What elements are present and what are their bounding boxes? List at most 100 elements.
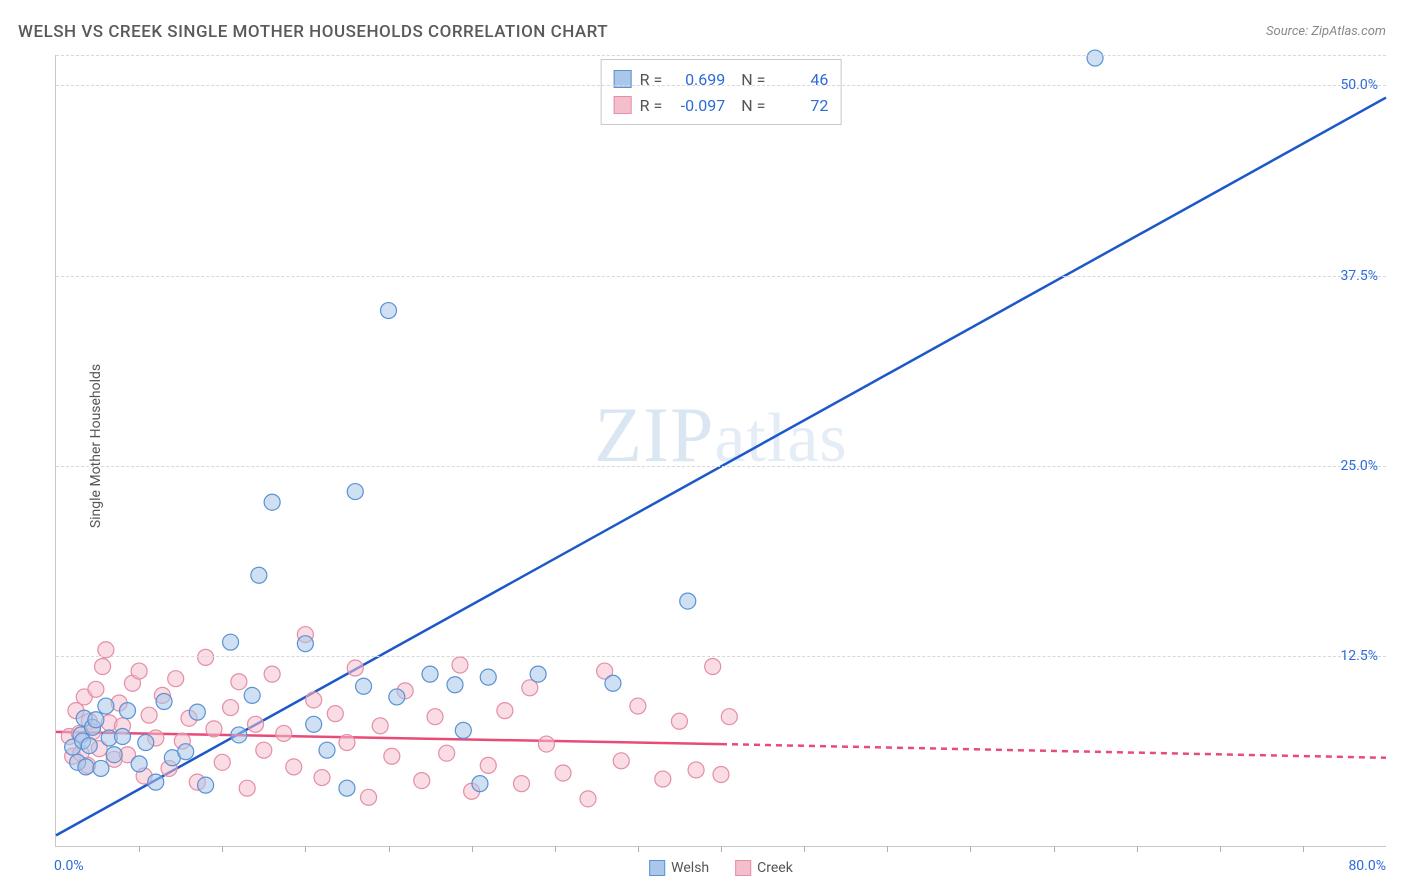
data-point [480,669,496,685]
x-minor-tick [472,846,473,852]
legend-label-welsh: Welsh [671,860,709,876]
data-point [78,759,94,775]
data-point [131,756,147,772]
data-point [138,735,154,751]
data-point [427,709,443,725]
data-point [223,700,239,716]
chart-title: WELSH VS CREEK SINGLE MOTHER HOUSEHOLDS … [18,22,608,42]
swatch-creek [614,96,632,114]
data-point [115,728,131,744]
data-point [713,767,729,783]
x-minor-tick [139,846,140,852]
data-point [286,759,302,775]
data-point [178,744,194,760]
data-point [93,760,109,776]
stats-row-welsh: R = 0.699 N = 46 [614,66,829,92]
x-minor-tick [1303,846,1304,852]
data-point [256,742,272,758]
data-point [264,666,280,682]
chart-plot-area: ZIPatlas R = 0.699 N = 46 R = -0.097 N =… [55,55,1386,847]
y-tick-label: 12.5% [1340,648,1378,664]
bottom-legend: Welsh Creek [649,860,793,876]
data-point [214,754,230,770]
data-point [306,692,322,708]
data-point [98,698,114,714]
data-point [538,736,554,752]
data-point [156,693,172,709]
stat-r-creek: -0.097 [670,96,725,115]
data-point [372,718,388,734]
x-minor-tick [305,846,306,852]
data-point [223,634,239,650]
x-minor-tick [555,846,556,852]
legend-swatch-welsh [649,860,665,876]
data-point [314,770,330,786]
data-point [339,735,355,751]
data-point [244,687,260,703]
data-point [671,713,687,729]
x-minor-tick [721,846,722,852]
data-point [347,484,363,500]
legend-label-creek: Creek [757,860,793,876]
data-point [452,657,468,673]
data-point [688,762,704,778]
data-point [106,747,122,763]
data-point [206,721,222,737]
data-point [389,689,405,705]
gridline [56,55,1386,56]
data-point [1087,50,1103,66]
x-minor-tick [1137,846,1138,852]
data-point [248,716,264,732]
x-minor-tick [887,846,888,852]
data-point [655,771,671,787]
data-point [555,765,571,781]
data-point [327,706,343,722]
x-minor-tick [638,846,639,852]
data-point [497,703,513,719]
data-point [580,791,596,807]
data-point [131,663,147,679]
data-point [455,722,471,738]
data-point [347,660,363,676]
x-minor-tick [804,846,805,852]
x-tick-80: 80.0% [1348,858,1386,874]
data-point [88,681,104,697]
stat-n-creek: 72 [773,96,828,115]
data-point [231,674,247,690]
data-point [339,780,355,796]
data-point [356,678,372,694]
legend-item-welsh: Welsh [649,860,709,876]
y-tick-label: 37.5% [1340,268,1378,284]
legend-swatch-creek [735,860,751,876]
data-point [514,776,530,792]
data-point [189,704,205,720]
data-point [705,659,721,675]
data-point [95,659,111,675]
data-point [422,666,438,682]
data-point [148,774,164,790]
y-tick-label: 50.0% [1340,77,1378,93]
data-point [680,593,696,609]
stat-n-label: N = [733,96,765,115]
data-point [447,677,463,693]
chart-scatter-layer [56,55,1386,846]
x-minor-tick [222,846,223,852]
data-point [381,303,397,319]
data-point [306,716,322,732]
data-point [88,712,104,728]
data-point [297,636,313,652]
data-point [198,777,214,793]
data-point [605,675,621,691]
data-point [721,709,737,725]
data-point [319,742,335,758]
data-point [480,757,496,773]
data-point [630,698,646,714]
data-point [613,753,629,769]
legend-item-creek: Creek [735,860,793,876]
data-point [198,649,214,665]
data-point [239,780,255,796]
data-point [472,776,488,792]
data-point [530,666,546,682]
data-point [141,707,157,723]
data-point [361,789,377,805]
